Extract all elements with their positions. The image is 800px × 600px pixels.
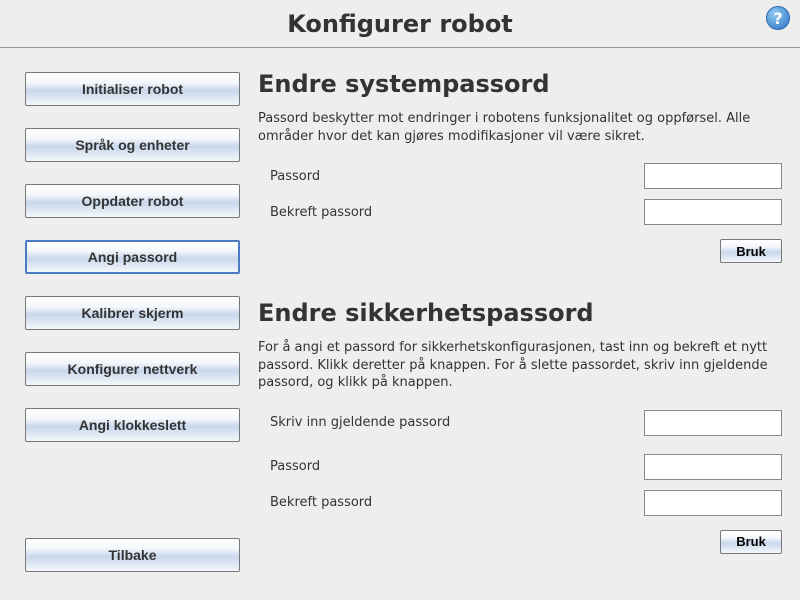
- sidebar-item-configure-network[interactable]: Konfigurer nettverk: [25, 352, 240, 386]
- system-apply-button[interactable]: Bruk: [720, 239, 782, 263]
- security-confirm-row: Bekreft passord: [258, 490, 782, 516]
- sidebar-item-calibrate-screen[interactable]: Kalibrer skjerm: [25, 296, 240, 330]
- sidebar-item-set-time[interactable]: Angi klokkeslett: [25, 408, 240, 442]
- system-apply-row: Bruk: [258, 239, 782, 263]
- security-current-row: Skriv inn gjeldende passord: [258, 410, 782, 436]
- system-password-row: Passord: [258, 163, 782, 189]
- security-password-section: Endre sikkerhetspassord For å angi et pa…: [258, 299, 782, 554]
- sidebar-item-set-password[interactable]: Angi passord: [25, 240, 240, 274]
- security-confirm-label: Bekreft passord: [258, 495, 558, 510]
- system-password-title: Endre systempassord: [258, 70, 782, 98]
- security-current-label: Skriv inn gjeldende passord: [258, 415, 558, 430]
- security-password-label: Passord: [258, 459, 558, 474]
- security-apply-button[interactable]: Bruk: [720, 530, 782, 554]
- header: Konfigurer robot ?: [0, 0, 800, 48]
- back-button[interactable]: Tilbake: [25, 538, 240, 572]
- sidebar-item-update-robot[interactable]: Oppdater robot: [25, 184, 240, 218]
- system-password-section: Endre systempassord Passord beskytter mo…: [258, 70, 782, 263]
- system-password-input[interactable]: [644, 163, 782, 189]
- security-password-title: Endre sikkerhetspassord: [258, 299, 782, 327]
- system-password-label: Passord: [258, 169, 558, 184]
- system-confirm-label: Bekreft passord: [258, 205, 558, 220]
- page-title: Konfigurer robot: [287, 10, 513, 38]
- security-current-input[interactable]: [644, 410, 782, 436]
- main-panel: Endre systempassord Passord beskytter mo…: [250, 48, 800, 600]
- security-password-description: For å angi et passord for sikkerhetskonf…: [258, 339, 782, 392]
- security-apply-row: Bruk: [258, 530, 782, 554]
- security-password-input[interactable]: [644, 454, 782, 480]
- system-confirm-input[interactable]: [644, 199, 782, 225]
- sidebar-item-initialize-robot[interactable]: Initialiser robot: [25, 72, 240, 106]
- sidebar-item-language-units[interactable]: Språk og enheter: [25, 128, 240, 162]
- sidebar: Initialiser robot Språk og enheter Oppda…: [0, 48, 250, 600]
- back-button-wrap: Tilbake: [25, 538, 235, 572]
- system-password-description: Passord beskytter mot endringer i robote…: [258, 110, 782, 145]
- security-confirm-input[interactable]: [644, 490, 782, 516]
- content: Initialiser robot Språk og enheter Oppda…: [0, 48, 800, 600]
- system-confirm-row: Bekreft passord: [258, 199, 782, 225]
- security-password-row: Passord: [258, 454, 782, 480]
- help-icon[interactable]: ?: [766, 6, 790, 30]
